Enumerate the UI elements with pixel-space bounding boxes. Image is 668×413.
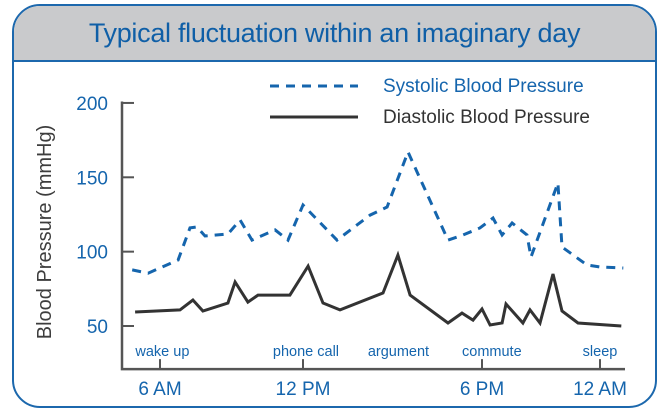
y-tick-label: 200 xyxy=(76,94,108,115)
event-label: wake up xyxy=(134,344,189,360)
x-tick-label: 12 AM xyxy=(573,379,627,400)
diastolic-line xyxy=(135,250,622,328)
y-tick-label: 100 xyxy=(76,243,108,264)
systolic-line xyxy=(131,148,624,275)
axes-lines xyxy=(120,101,625,371)
chart-title: Typical fluctuation within an imaginary … xyxy=(88,18,581,48)
event-label: sleep xyxy=(583,344,618,360)
legend: Systolic Blood Pressure Diastolic Blood … xyxy=(270,76,590,128)
y-axis-title: Blood Pressure (mmHg) xyxy=(34,125,56,340)
event-label: commute xyxy=(462,344,522,360)
event-label: phone call xyxy=(273,344,339,360)
chart-header: Typical fluctuation within an imaginary … xyxy=(14,6,655,62)
legend-diastolic-label: Diastolic Blood Pressure xyxy=(383,107,590,128)
x-tick-label: 6 PM xyxy=(460,379,504,400)
x-tick-label: 12 PM xyxy=(276,379,331,400)
event-label: argument xyxy=(368,344,429,360)
legend-systolic-label: Systolic Blood Pressure xyxy=(383,76,584,97)
y-tick-label: 50 xyxy=(87,317,108,338)
x-tick-label: 6 AM xyxy=(138,379,181,400)
y-tick-label: 150 xyxy=(76,168,108,189)
